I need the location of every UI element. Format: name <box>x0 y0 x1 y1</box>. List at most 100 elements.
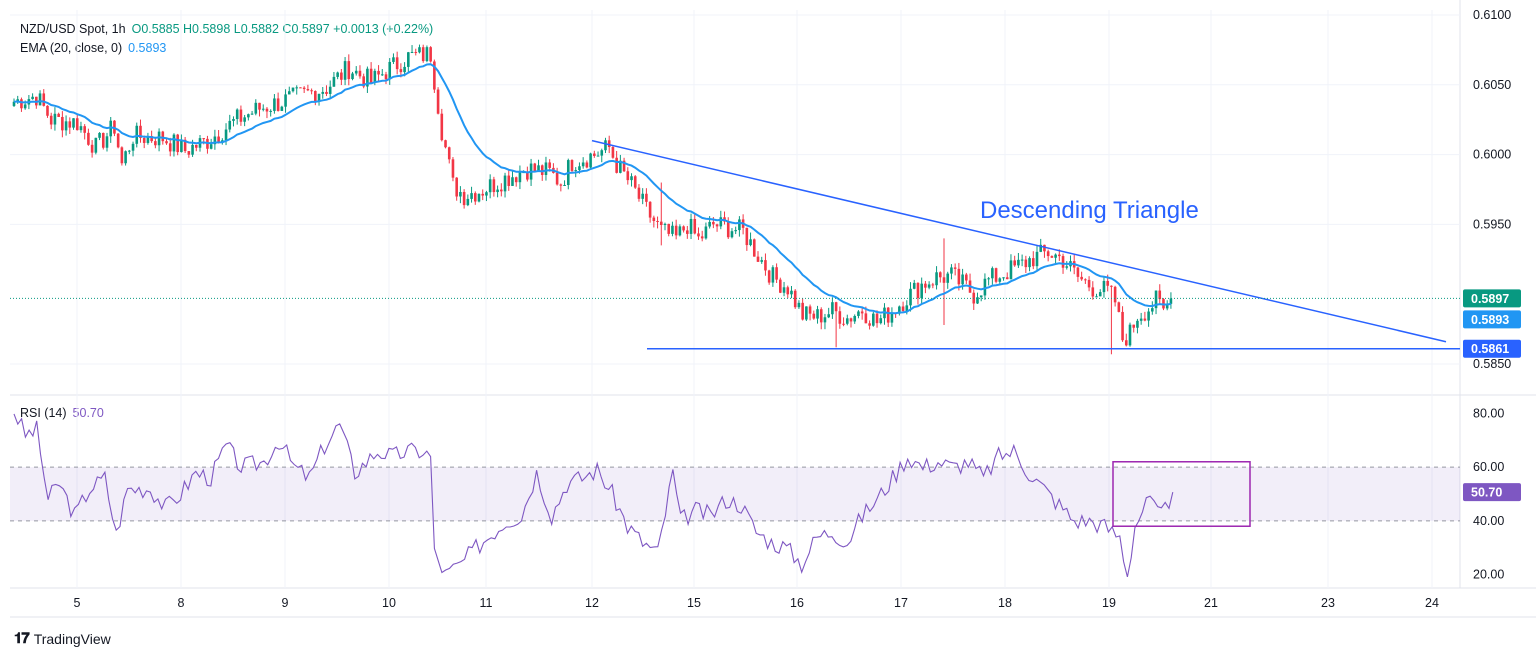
candle-body <box>875 313 879 324</box>
candle-body <box>1087 279 1091 288</box>
candle-body <box>1017 259 1020 266</box>
candle-body <box>317 93 321 102</box>
candle-body <box>470 193 473 199</box>
candle-body <box>213 136 217 145</box>
candle-body <box>812 313 816 319</box>
candle-body <box>221 140 224 142</box>
candle-body <box>124 151 127 164</box>
candle-body <box>302 87 306 90</box>
candle-body <box>388 61 392 80</box>
candle-body <box>730 231 734 238</box>
candle-body <box>1095 296 1098 298</box>
candle-body <box>686 230 689 234</box>
candle-body <box>496 189 499 193</box>
ema-badge-bg <box>1463 310 1521 329</box>
candle-body <box>693 218 697 234</box>
candle-body <box>931 284 935 286</box>
candle-body <box>1031 258 1035 267</box>
candle-body <box>462 191 466 206</box>
candle-body <box>120 147 124 164</box>
candle-body <box>853 315 857 322</box>
candle-body <box>451 159 455 178</box>
candle-body <box>1043 244 1046 252</box>
candle-body <box>38 93 42 106</box>
candle-body <box>68 121 72 128</box>
candle-body <box>46 105 49 116</box>
candle-body <box>191 144 194 155</box>
candle-body <box>481 193 485 196</box>
candle-body <box>905 305 909 311</box>
candle-body <box>797 302 801 308</box>
candle-body <box>901 306 905 311</box>
candle-body <box>265 108 269 112</box>
candle-body <box>611 147 615 158</box>
candle-body <box>343 61 347 80</box>
tradingview-logo-icon: 𝟏𝟕 <box>14 630 30 647</box>
y-tick-label: 0.6050 <box>1473 78 1511 92</box>
candle-body <box>1151 308 1154 312</box>
candle-body <box>295 87 299 89</box>
candle-body <box>466 198 470 206</box>
candle-body <box>886 307 890 323</box>
candle-body <box>648 201 652 218</box>
candle-body <box>1132 324 1136 328</box>
tradingview-brand: 𝟏𝟕 TradingView <box>14 630 111 647</box>
candle-body <box>362 76 365 87</box>
candle-body <box>1165 303 1169 309</box>
candle-body <box>150 136 153 142</box>
y-tick-label: 0.5850 <box>1473 357 1511 371</box>
candle-body <box>180 139 183 153</box>
candle-body <box>600 150 604 156</box>
candle-body <box>507 175 511 186</box>
candle-body <box>12 101 16 106</box>
candle-body <box>708 221 711 227</box>
candle-body <box>998 278 1002 282</box>
x-tick-label: 15 <box>687 596 701 610</box>
candle-body <box>1136 320 1139 328</box>
candle-body <box>328 86 332 94</box>
candle-body <box>767 270 771 283</box>
candle-body <box>704 226 708 239</box>
candle-body <box>831 302 834 315</box>
candle-body <box>1098 292 1102 297</box>
candle-body <box>645 193 648 202</box>
candle-body <box>1028 258 1031 268</box>
candle-body <box>1139 318 1143 321</box>
ema-label: EMA (20, close, 0) <box>20 41 123 55</box>
rsi-y-tick-label: 80.00 <box>1473 406 1504 420</box>
candle-body <box>834 302 838 312</box>
candle-body <box>782 287 786 293</box>
candle-body <box>1154 290 1158 309</box>
rsi-label: RSI (14) <box>20 406 67 420</box>
x-tick-label: 24 <box>1425 596 1439 610</box>
last-price-badge-bg <box>1463 289 1521 308</box>
candle-body <box>414 51 418 53</box>
candle-body <box>857 311 860 316</box>
candle-body <box>563 185 566 187</box>
candle-body <box>1065 266 1069 268</box>
candle-body <box>75 118 79 131</box>
candle-body <box>1128 324 1132 346</box>
candle-body <box>1121 311 1124 341</box>
candle-body <box>589 153 592 168</box>
candle-body <box>994 268 998 282</box>
candle-body <box>64 121 68 131</box>
x-tick-label: 16 <box>790 596 804 610</box>
candle-body <box>135 125 139 144</box>
candle-body <box>518 172 522 183</box>
candle-body <box>433 61 436 90</box>
rsi-value: 50.70 <box>72 406 104 420</box>
candle-body <box>845 318 849 324</box>
candle-body <box>354 70 358 74</box>
candle-body <box>1117 302 1121 312</box>
candle-body <box>738 219 741 231</box>
x-tick-label: 18 <box>998 596 1012 610</box>
candle-body <box>615 157 618 173</box>
candle-body <box>131 143 135 151</box>
candle-body <box>377 70 380 75</box>
candle-body <box>299 87 302 89</box>
candle-body <box>827 314 830 318</box>
candle-body <box>228 120 232 130</box>
candle-body <box>94 137 98 153</box>
